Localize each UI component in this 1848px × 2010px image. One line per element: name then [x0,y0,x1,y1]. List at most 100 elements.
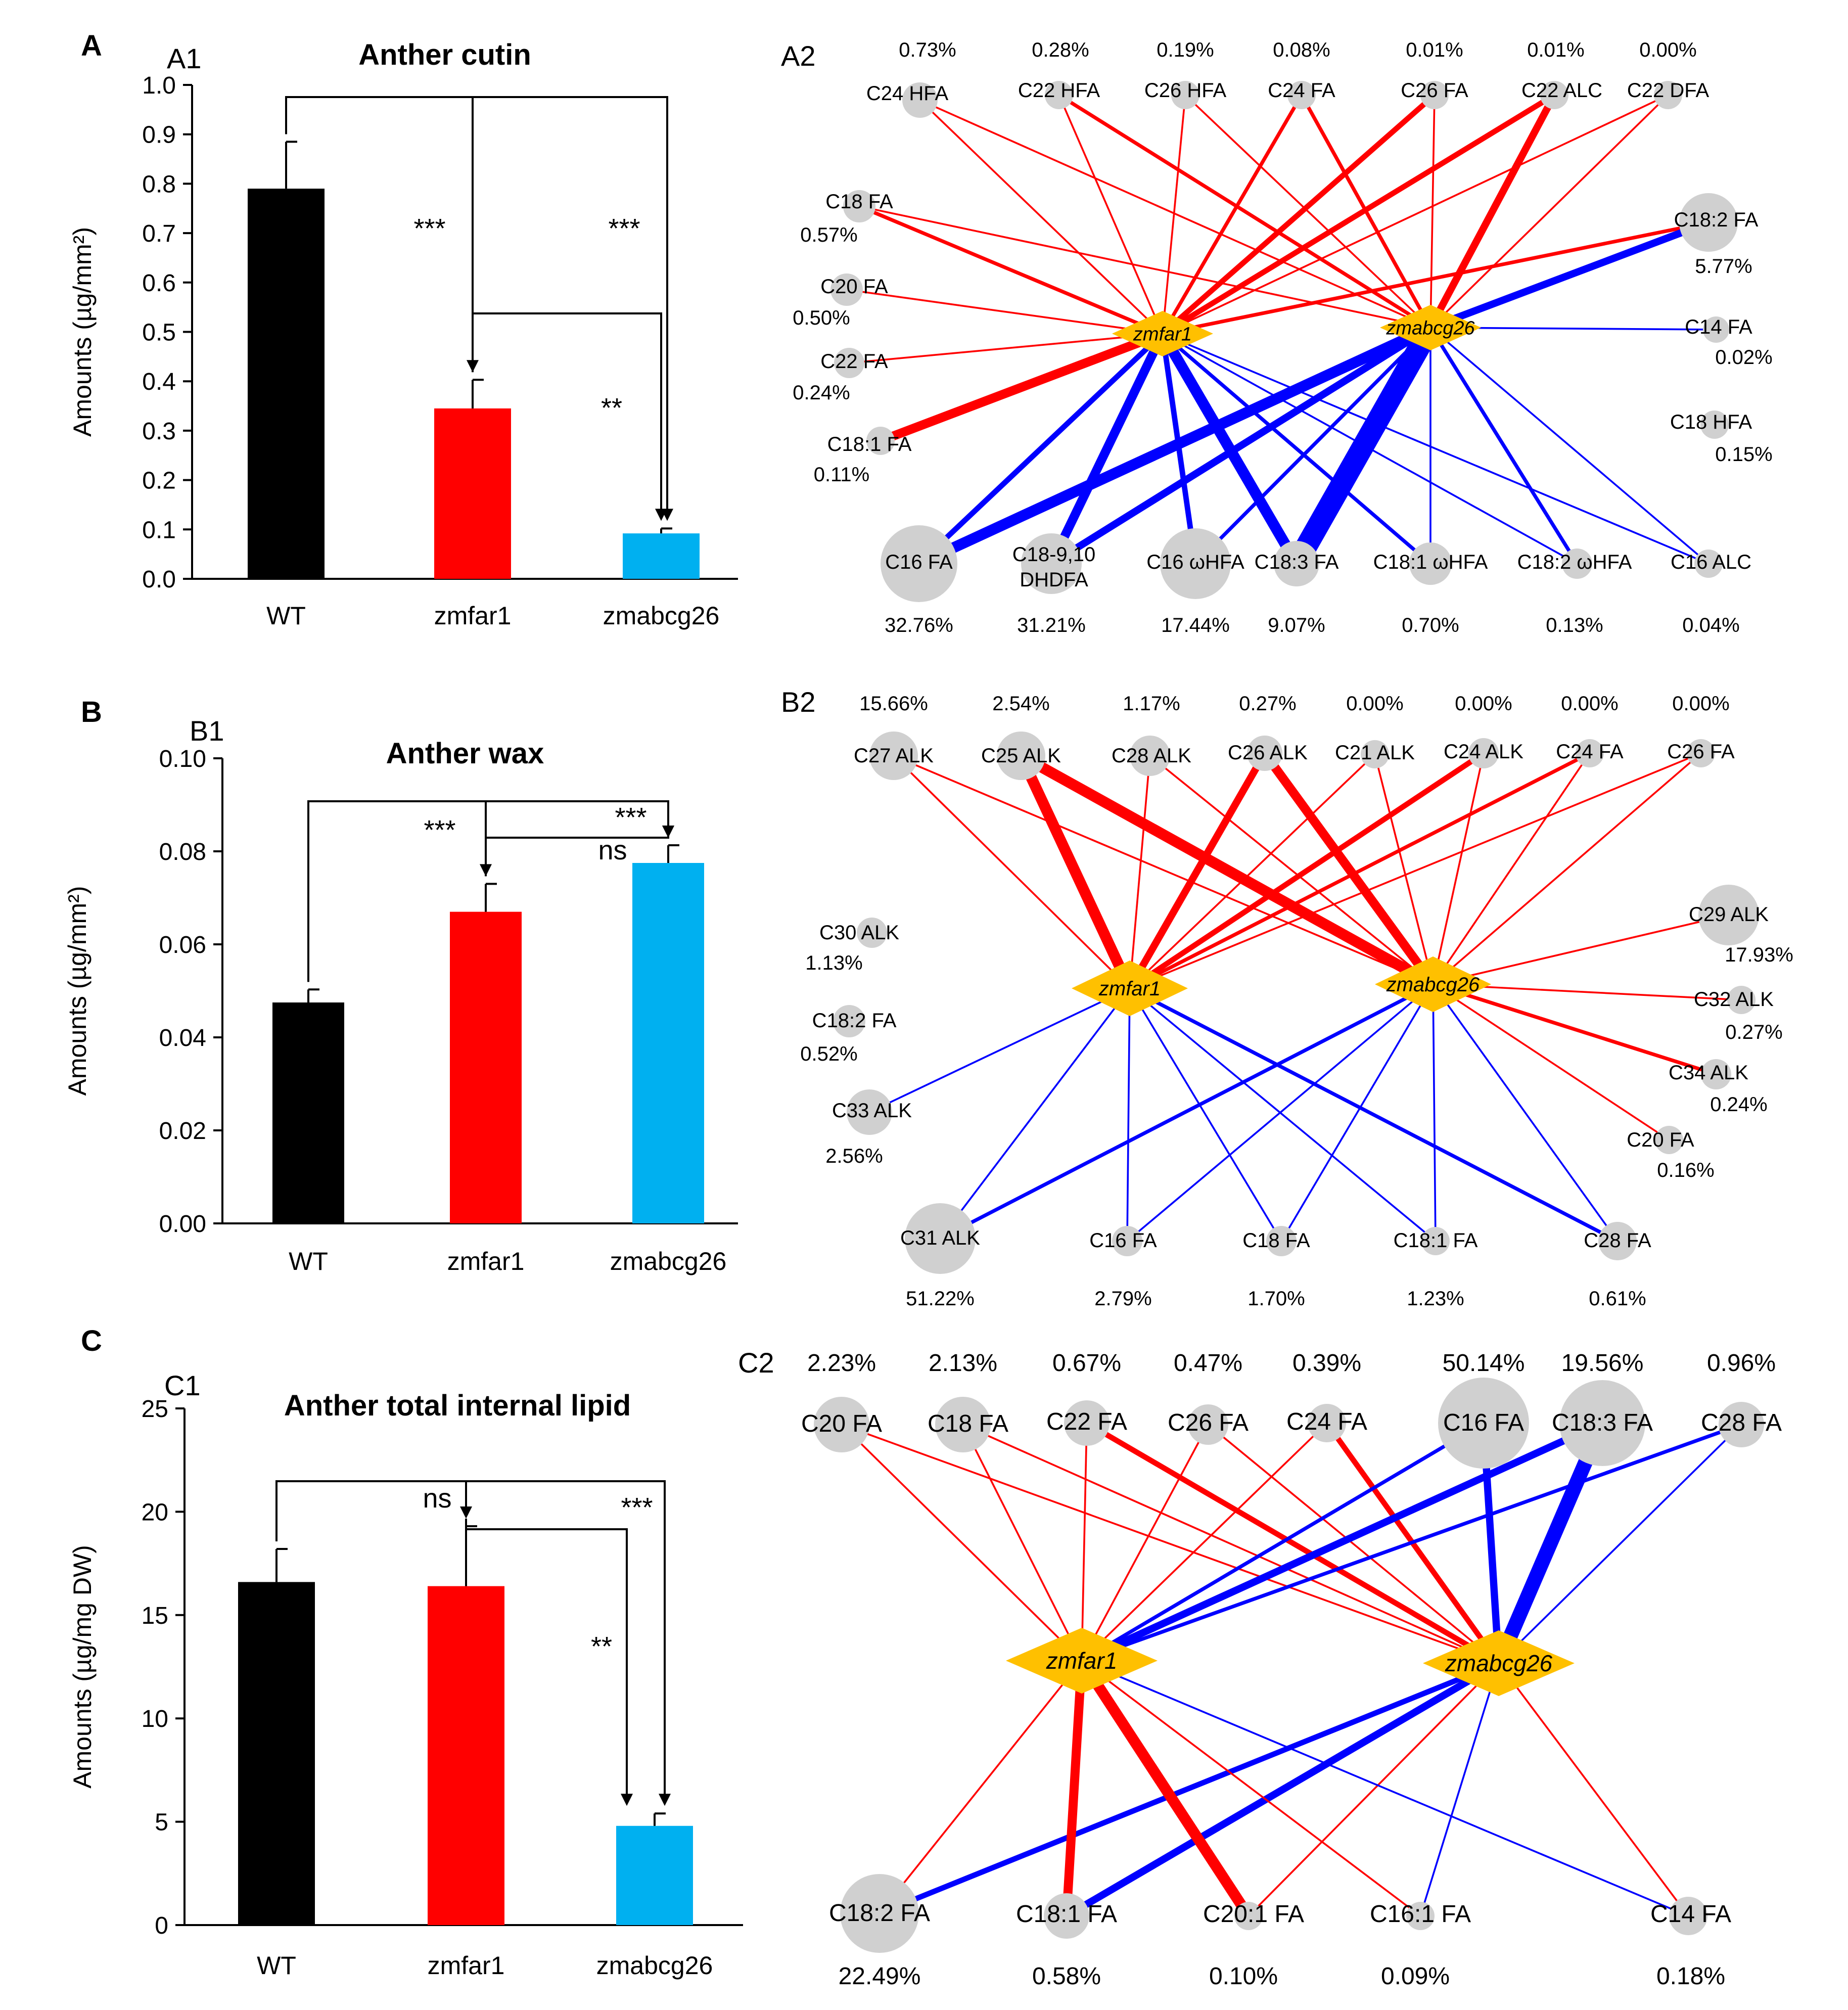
edge-c16-fa-zmfar1 [916,331,1166,567]
panel-label-b1: B1 [190,715,224,747]
y-tick-label: 20 [142,1499,168,1526]
edge-c16-alc-zmfar1 [1162,333,1710,565]
hub-zmfar1 [1072,961,1188,1016]
node-percent: 2.56% [825,1145,883,1167]
node-c18-3-fa [1559,1380,1645,1466]
node-label: C24 HFA [866,82,949,105]
y-tick-label: 0.1 [142,517,176,543]
node-percent: 0.09% [1381,1963,1450,1990]
node-c16-hfa [1160,528,1231,599]
nodes: C27 ALK 15.66% C25 ALK 2.54% C28 ALK 1.17% C26… [800,693,1793,1310]
edge-c24-hfa-zmabcg26 [919,99,1431,329]
node-percent: 1.17% [1123,693,1180,715]
edge-c18-2-fa-zmfar1 [879,1660,1083,1914]
significance-bracket [472,312,662,511]
edge-c18-1-fa-zmabcg26 [1432,983,1437,1242]
node-label: C27 ALK [854,745,934,767]
edge-c22-fa-zmfar1 [848,333,1164,364]
edge-c26-fa-zmfar1 [1081,1424,1209,1662]
node-percent: 0.57% [800,224,857,246]
node-percent: 0.24% [793,382,850,404]
edges [868,749,1742,1243]
edge-c20-fa-zmfar1 [846,289,1164,335]
category-label: WT [266,602,306,630]
y-tick-label: 0.10 [159,746,206,772]
edge-c18-1-hfa-zmfar1 [1161,332,1433,566]
node-percent: 0.08% [1273,39,1330,61]
node-label: C18:1 FA [827,433,912,455]
edge-c24-fa-zmfar1 [1081,1422,1328,1662]
node-c26-fa [1420,81,1449,109]
category-label: WT [257,1951,296,1980]
node-c16-fa [1438,1378,1529,1469]
node-percent: 0.70% [1402,614,1459,636]
node-c18-9-10-dhdfa [1021,533,1082,594]
edge-c18-1-fa-zmfar1 [1129,987,1437,1242]
node-percent: 0.10% [1209,1963,1278,1990]
node-percent: 0.13% [1546,614,1603,636]
edge-c21-alk-zmfar1 [1129,753,1376,989]
node-label: C18:2 ωHFA [1517,551,1632,573]
node-percent: 0.52% [800,1043,857,1065]
edge-c33-alk-zmfar1 [868,987,1131,1113]
edge-c18-9-10-dhdfa-zmabcg26 [1047,324,1435,568]
node-label: C22 DFA [1627,79,1710,102]
node-label: C22 FA [820,350,888,373]
node-label: C21 ALK [1335,742,1415,764]
node-c16-fa [1112,1226,1142,1256]
edge-c18-fa-zmabcg26 [858,205,1431,329]
node-percent: 0.00% [1455,693,1512,715]
category-label: zmfar1 [447,1247,525,1275]
node-percent: 9.07% [1268,614,1325,636]
category-label: WT [289,1247,328,1275]
node-c18-1-fa [866,427,895,455]
edge-c27-alk-zmabcg26 [893,755,1434,985]
hub-label: zmfar1 [1046,1648,1118,1674]
panel-letter-a: A [81,29,102,62]
node-percent: 1.23% [1407,1288,1464,1310]
node-label: C24 ALK [1444,741,1523,763]
significance-label: ns [598,835,627,865]
significance-bracket [275,1480,666,1796]
category-label: zmfar1 [434,602,512,630]
node-c26-alk [1247,736,1282,771]
node-c25-alk [997,732,1045,780]
node-label: C20 FA [820,276,888,298]
node-percent: 0.01% [1406,39,1463,61]
node-label: C30 ALK [819,922,899,944]
hub-label: zmabcg26 [1385,317,1475,339]
node-label: C18 FA [1242,1229,1310,1252]
edge-c28-fa-zmabcg26 [1498,1424,1742,1664]
node-label: C14 FA [1685,316,1752,338]
edge-c16-1-fa-zmabcg26 [1419,1662,1500,1917]
node-c20-fa [830,273,863,306]
edge-c16-1-fa-zmfar1 [1081,1660,1421,1917]
category-label: zmfar1 [428,1951,505,1980]
category-label: zmabcg26 [610,1247,727,1275]
node-label: C26 FA [1401,79,1468,102]
significance-label: ** [591,1631,612,1662]
node-c16-alc [1694,550,1723,578]
y-tick-label: 5 [155,1809,168,1836]
panel-label-a2: A2 [781,40,816,72]
node-percent: 0.04% [1682,614,1739,636]
hub-label: zmabcg26 [1386,974,1480,996]
node-label: C16 ALC [1671,551,1751,573]
node-percent: 2.23% [807,1350,876,1377]
node-percent: 0.96% [1707,1350,1776,1377]
edge-c24-alk-zmabcg26 [1432,752,1485,985]
node-percent: 51.22% [906,1288,975,1310]
y-tick-label: 15 [142,1603,168,1629]
node-label: C16 ωHFA [1146,551,1244,573]
node-percent: 0.24% [1710,1093,1767,1116]
node-percent: 19.56% [1561,1350,1644,1377]
node-percent: 0.00% [1561,693,1618,715]
edge-c31-alk-zmabcg26 [938,982,1435,1241]
node-c16-fa [881,525,957,602]
node-label: C32 ALK [1694,988,1774,1011]
node-c18-3-fa [1274,541,1319,586]
significance-label: *** [621,1492,653,1523]
edge-c16-alc-zmabcg26 [1429,327,1710,565]
edge-c28-fa-zmabcg26 [1432,983,1619,1242]
panel-letter-b: B [81,696,102,728]
